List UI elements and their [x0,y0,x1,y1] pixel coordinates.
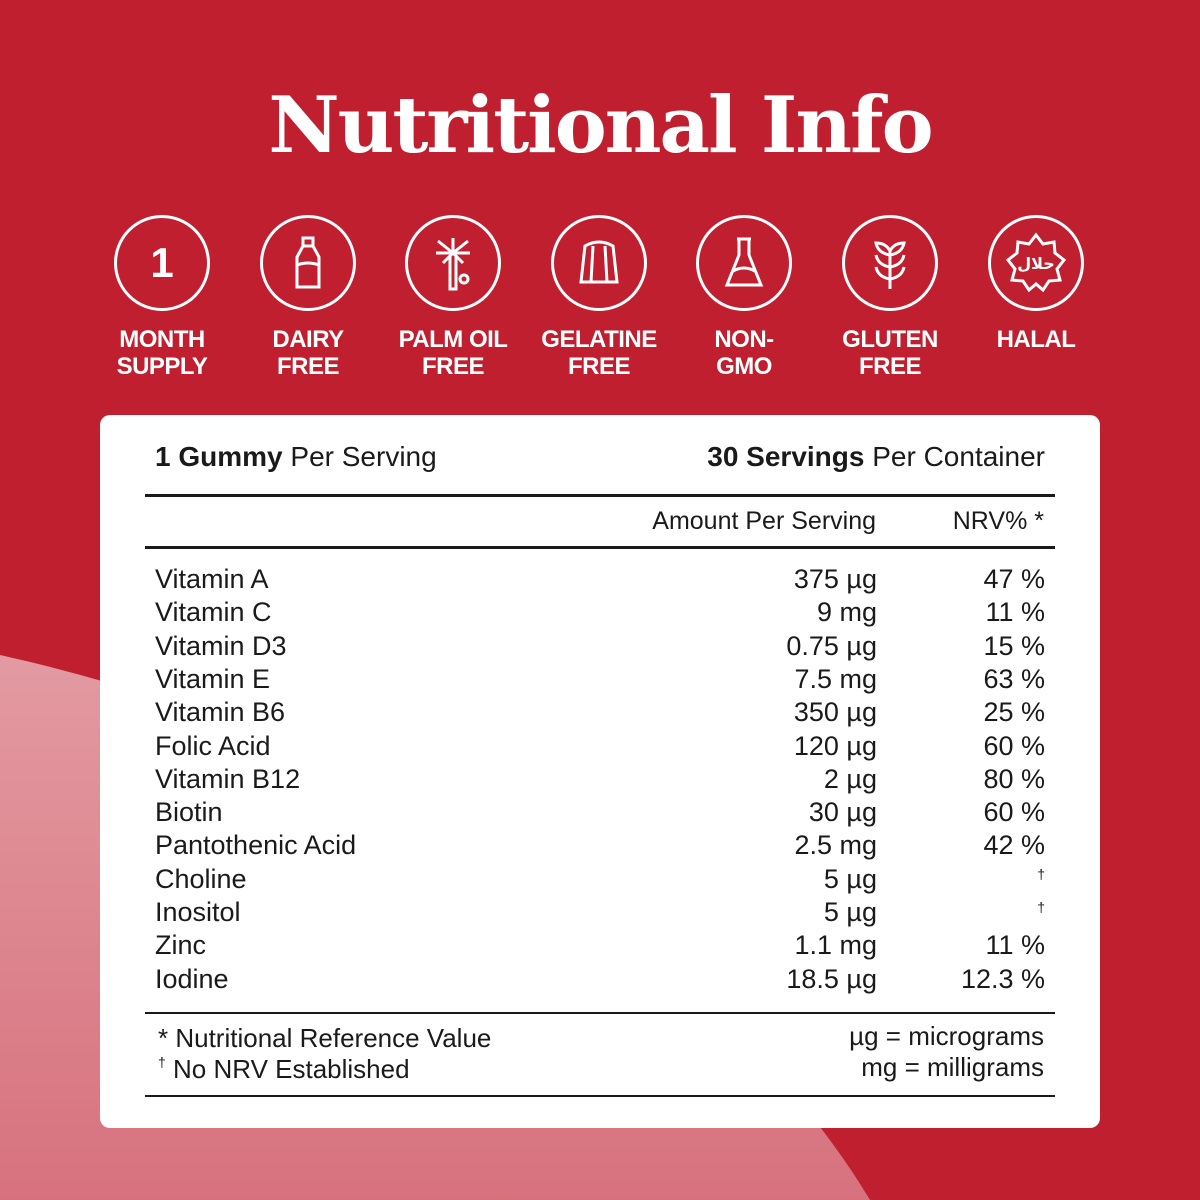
nutrient-row: Choline 5 µg † [155,864,1045,897]
nutrient-amount: 2 µg [823,763,877,794]
unit-micrograms: µg = micrograms [849,1021,1044,1051]
serving-size: 1 Gummy Per Serving [155,441,437,472]
column-amount-header: Amount Per Serving [652,507,876,535]
nutrient-amount: 5 µg [823,897,877,927]
badge-label: GLUTEN FREE [842,326,938,380]
nutrient-amount: 0.75 µg [786,630,877,661]
footnote-nrv: * Nutritional Reference Value [158,1023,492,1053]
nutrient-row: Biotin 30 µg 60 % [155,797,1045,830]
divider [145,546,1055,549]
nutrient-amount: 5 µg [823,863,877,894]
nutrient-row: Iodine 18.5 µg 12.3 % [155,964,1045,997]
nutrient-nrv: 15 % [983,630,1045,661]
nutrient-name: Pantothenic Acid [155,830,357,861]
footnote-no-nrv: † No NRV Established [158,1054,410,1084]
nutrient-row: Vitamin B12 2 µg 80 % [155,764,1045,797]
badge-label: GELATINE FREE [541,326,657,380]
nutrient-nrv: 47 % [983,564,1045,594]
badge-label: DAIRY FREE [272,326,344,380]
badge-month: 1 MONTH SUPPLY [89,215,235,380]
nutrient-row: Folic Acid 120 µg 60 % [155,731,1045,764]
badge-label: MONTH SUPPLY [116,326,208,380]
badge-palm-oil: PALM OIL FREE [380,215,526,380]
nutrient-name: Vitamin B6 [155,697,286,728]
nutrient-nrv: 11 % [985,597,1045,628]
nutrient-nrv: 60 % [983,797,1045,828]
nutrient-row: Zinc 1.1 mg 11 % [155,930,1045,963]
nutrient-row: Pantothenic Acid 2.5 mg 42 % [155,830,1045,863]
flask-icon [696,215,792,311]
nutrient-name: Choline [155,863,247,894]
badge-label: HALAL [996,326,1076,353]
nutrient-amount: 2.5 mg [794,830,877,861]
nutrient-nrv: † [1037,865,1045,882]
nutrient-name: Vitamin B12 [155,763,301,794]
nutrient-row: Inositol 5 µg † [155,897,1045,930]
nutrient-row: Vitamin E 7.5 mg 63 % [155,664,1045,697]
nutrient-amount: 1.1 mg [794,930,877,961]
nutrient-amount: 375 µg [793,564,877,594]
nutrient-nrv: 11 % [985,930,1045,961]
palm-tree-icon [405,215,501,311]
badge-dairy: DAIRY FREE [235,215,381,380]
nutrient-nrv: 12.3 % [960,963,1045,994]
nutrient-name: Vitamin E [155,663,271,694]
nutrient-name: Iodine [155,963,229,994]
divider [145,1095,1055,1097]
nutrient-name: Vitamin A [155,564,269,594]
unit-milligrams: mg = milligrams [861,1052,1044,1082]
badge-halal: حلال HALAL [963,215,1109,353]
nutrient-amount: 30 µg [808,797,877,828]
nutrient-amount: 350 µg [793,697,877,728]
badge-gluten: GLUTEN FREE [817,215,963,380]
wheat-icon [842,215,938,311]
badge-gelatine: GELATINE FREE [526,215,672,380]
nutrient-nrv: 42 % [983,830,1045,861]
nutrient-nrv: 80 % [983,763,1045,794]
nutrition-card: 1 Gummy Per Serving 30 Servings Per Cont… [100,415,1100,1128]
divider [145,1012,1055,1014]
nutrient-row: Vitamin A 375 µg 47 % [155,564,1045,597]
nutrient-nrv: 25 % [983,697,1045,728]
nutrient-amount: 18.5 µg [786,963,877,994]
nutrient-amount: 120 µg [793,730,877,761]
number-one-icon: 1 [114,215,210,311]
column-nrv-header: NRV% * [952,507,1044,535]
divider [145,494,1055,497]
servings-per-container: 30 Servings Per Container [707,441,1045,472]
nutrient-row: Vitamin C 9 mg 11 % [155,597,1045,630]
nutrient-row: Vitamin D3 0.75 µg 15 % [155,631,1045,664]
nutrient-name: Zinc [155,930,207,961]
milk-bottle-icon [260,215,356,311]
nutrient-nrv: 60 % [983,730,1045,761]
nutrient-nrv: † [1037,899,1045,915]
badge-label: PALM OIL FREE [398,326,508,380]
nutrient-name: Vitamin C [155,597,272,628]
nutrient-name: Vitamin D3 [155,630,287,661]
nutrient-amount: 7.5 mg [794,663,877,694]
nutrient-name: Biotin [155,797,223,828]
badge-non: NON- GMO [671,215,817,380]
nutrient-name: Folic Acid [155,730,271,761]
svg-text:حلال: حلال [1017,254,1055,273]
jelly-icon [551,215,647,311]
nutrient-nrv: 63 % [983,663,1045,694]
nutrient-row: Vitamin B6 350 µg 25 % [155,697,1045,730]
halal-seal-icon: حلال [988,215,1084,311]
nutrient-name: Inositol [155,897,241,927]
badge-label: NON- GMO [714,326,774,380]
nutrient-amount: 9 mg [816,597,877,628]
page-title: Nutritional Info [268,80,933,171]
